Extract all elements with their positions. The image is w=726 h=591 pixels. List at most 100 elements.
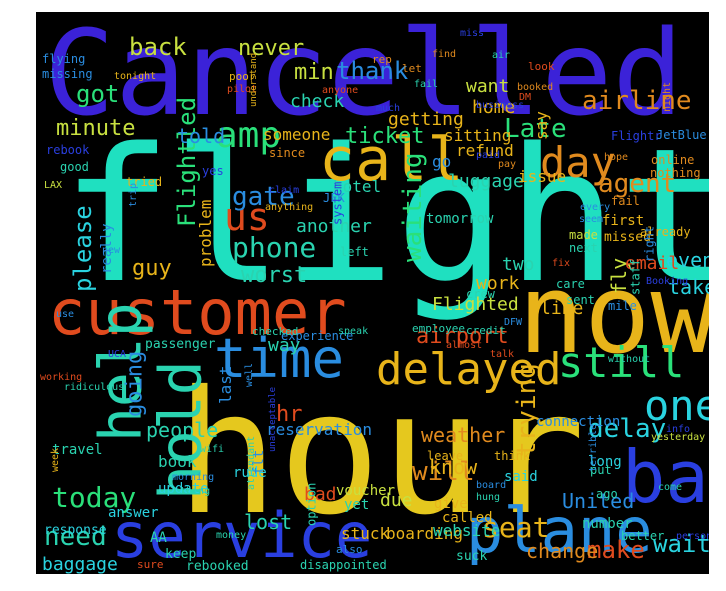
word-ridiculous: ridiculous	[64, 382, 124, 393]
word-day: day	[540, 138, 616, 187]
word-night: night	[662, 82, 673, 112]
word-also: also	[336, 543, 363, 556]
word-hold: hold	[146, 360, 214, 500]
word-system: system	[331, 182, 345, 225]
word-keep: keep	[165, 547, 196, 562]
word-rude: rude	[233, 465, 267, 481]
word-long: long	[588, 454, 622, 470]
word-without: without	[608, 354, 650, 365]
word-sitting: sitting	[444, 126, 511, 145]
word-cloud-svg: flight hour Cancelled now customer service pla…	[40, 12, 709, 574]
word-hope: hope	[604, 152, 628, 163]
word-connection: connection	[536, 414, 620, 430]
word-refund: refund	[456, 141, 514, 160]
word-united: United	[562, 489, 634, 513]
word-flying: flying	[42, 52, 85, 66]
word-dfw: DFW	[504, 317, 523, 328]
word-mile: mile	[608, 299, 637, 313]
word-work: work	[476, 273, 520, 294]
word-let: let	[402, 62, 422, 75]
word-waiting: waiting	[398, 152, 428, 262]
word-hr: hr	[276, 402, 303, 427]
word-tonight: tonight	[114, 71, 156, 82]
word-flightr: Flightr	[611, 129, 662, 143]
word-change: change	[526, 539, 598, 563]
word-really: really	[99, 223, 115, 274]
word-flt: flt	[251, 450, 267, 475]
word-pay: pay	[498, 159, 516, 170]
word-last: last	[216, 365, 235, 404]
word-trip: trip	[128, 183, 139, 207]
word-trying: trying	[512, 363, 542, 457]
word-next: next	[569, 241, 598, 255]
word-board: board	[476, 480, 506, 491]
word-problem: problem	[196, 200, 215, 267]
word-option: option	[305, 483, 319, 526]
word-guy: guy	[132, 256, 172, 281]
word-anyone: anyone	[322, 85, 358, 96]
word-fail: fail	[611, 194, 640, 208]
word-update: update	[158, 481, 209, 497]
word-luggage: luggage	[448, 171, 524, 192]
word-say: say	[532, 111, 551, 140]
word-use: use	[56, 309, 74, 320]
word-line: line	[540, 298, 583, 319]
word-delay: delay	[588, 414, 666, 444]
word-terrible: terrible	[588, 424, 599, 472]
word-staff: staff	[629, 259, 643, 295]
word-left: left	[340, 245, 369, 259]
word-look: look	[528, 60, 555, 73]
word-phone: phone	[232, 231, 316, 264]
word-yes: yes	[202, 164, 224, 178]
word-find: find	[432, 49, 456, 60]
word-understand: understand	[249, 53, 259, 107]
word-much: much	[376, 103, 400, 114]
word-go: go	[432, 152, 451, 171]
word-care: care	[556, 277, 585, 291]
word-boarding: boarding	[386, 524, 463, 543]
word-know: know	[429, 455, 478, 479]
word-please: please	[69, 205, 97, 292]
word-ticket: ticket	[345, 124, 424, 149]
word-seem: seem	[579, 214, 603, 225]
word-good: good	[60, 160, 89, 174]
word-nothing: nothing	[650, 166, 701, 180]
word-business: business	[476, 100, 524, 111]
word-thank: thank	[336, 57, 409, 85]
word-never: never	[238, 36, 304, 61]
word-fail2: fail	[414, 79, 438, 90]
word-time: time	[214, 327, 344, 390]
word-pilot: pilot	[227, 84, 257, 95]
word-talk: talk	[490, 349, 514, 360]
word-better: better	[621, 529, 664, 543]
word-hung: hung	[476, 492, 500, 503]
word-working: working	[40, 372, 82, 383]
word-will: will	[412, 457, 475, 487]
word-dm: DM	[519, 92, 531, 103]
word-booking: Booking	[646, 276, 688, 287]
word-reservation: reservation	[266, 420, 372, 439]
word-flightled: Flightled	[173, 97, 201, 227]
word-email: email	[625, 253, 679, 274]
word-booked: booked	[517, 82, 553, 93]
word-website: website	[433, 521, 500, 540]
word-come: come	[658, 482, 682, 493]
word-hour: hour	[176, 355, 585, 553]
word-credit: credit	[466, 324, 506, 337]
word-another: another	[296, 216, 372, 237]
word-getting: getting	[388, 109, 464, 130]
word-late: Late	[504, 114, 567, 144]
word-rep: rep	[372, 53, 392, 66]
word-info: info	[666, 424, 690, 435]
word-wait: wait	[653, 530, 709, 558]
word-crew: crew	[466, 287, 496, 301]
word-airline: airline	[582, 86, 692, 116]
word-made: made	[569, 228, 598, 242]
word-lax: LAX	[44, 180, 62, 191]
word-call: call	[319, 125, 464, 195]
word-person: person	[676, 531, 709, 542]
word-book: book	[158, 452, 197, 471]
word-speak: speak	[338, 326, 368, 337]
word-give: give	[434, 496, 468, 512]
word-travel: travel	[52, 442, 103, 458]
